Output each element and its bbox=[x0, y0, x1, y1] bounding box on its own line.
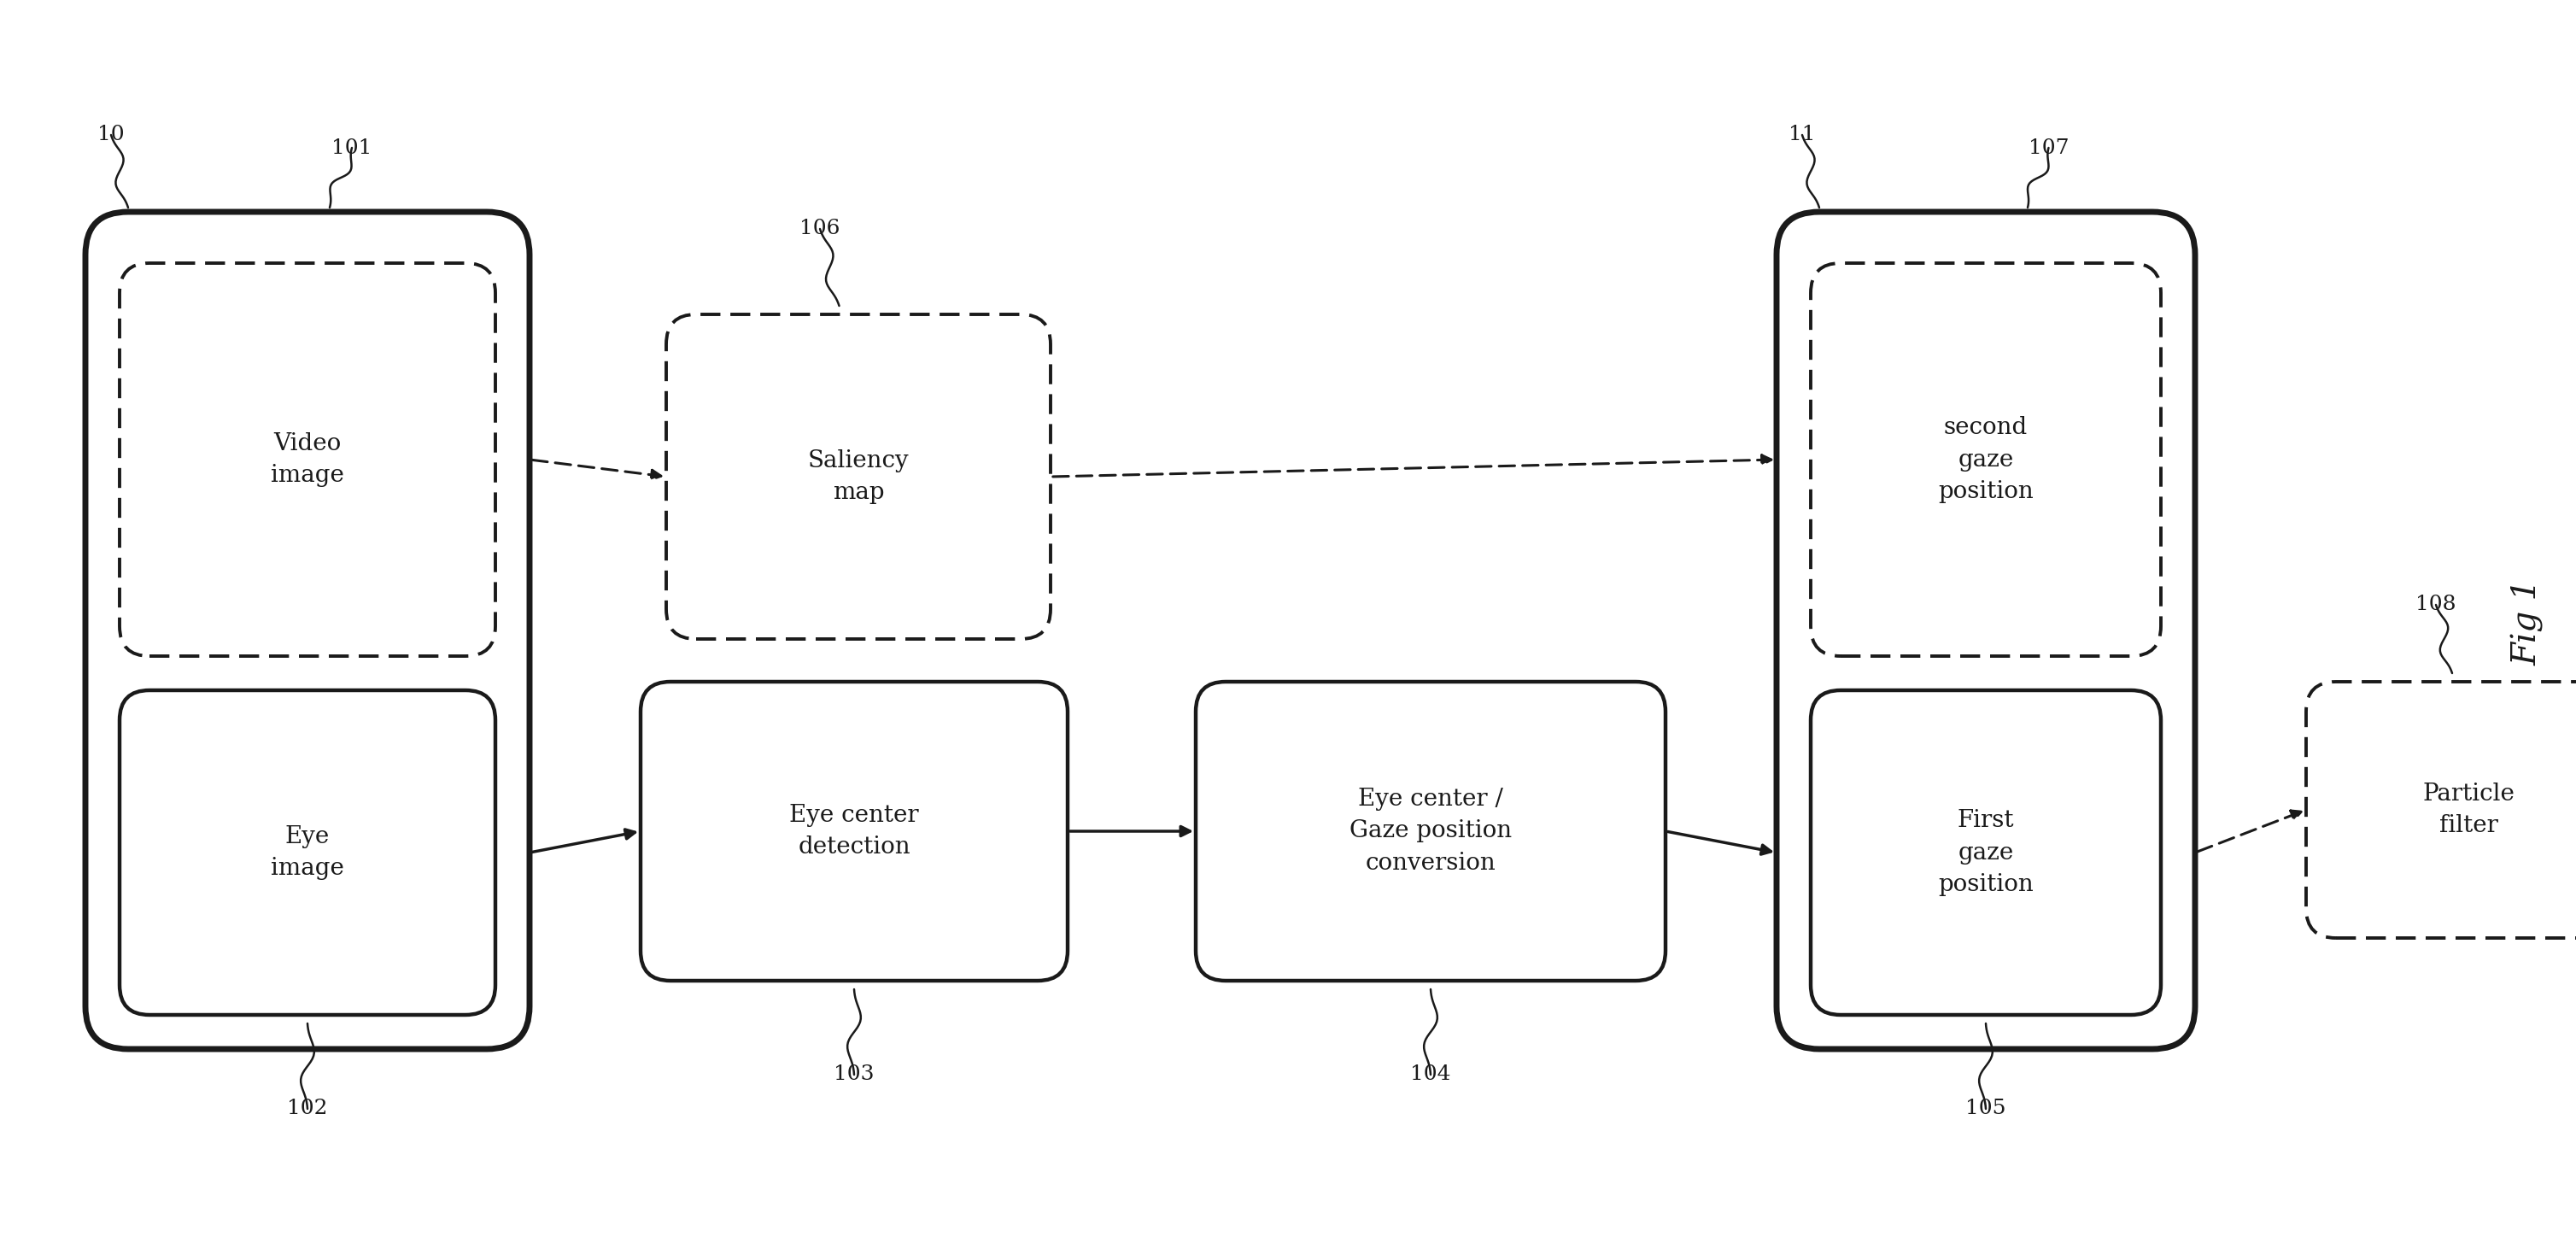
Text: 104: 104 bbox=[1409, 1065, 1450, 1085]
Text: First
gaze
position: First gaze position bbox=[1937, 809, 2032, 896]
Text: 108: 108 bbox=[2416, 595, 2455, 615]
Text: second
gaze
position: second gaze position bbox=[1937, 416, 2032, 503]
FancyBboxPatch shape bbox=[85, 212, 531, 1049]
Text: Eye center
detection: Eye center detection bbox=[788, 804, 920, 858]
Text: 105: 105 bbox=[1965, 1098, 2007, 1118]
Text: Video
image: Video image bbox=[270, 432, 345, 487]
Text: 106: 106 bbox=[799, 219, 840, 239]
FancyBboxPatch shape bbox=[641, 682, 1066, 981]
Text: Eye
image: Eye image bbox=[270, 825, 345, 880]
Text: 107: 107 bbox=[2027, 139, 2069, 157]
Text: Fig 1: Fig 1 bbox=[2512, 579, 2545, 666]
FancyBboxPatch shape bbox=[667, 314, 1051, 640]
Text: Saliency
map: Saliency map bbox=[809, 449, 909, 505]
FancyBboxPatch shape bbox=[1777, 212, 2195, 1049]
FancyBboxPatch shape bbox=[1811, 690, 2161, 1014]
Text: 103: 103 bbox=[835, 1065, 873, 1085]
Text: 11: 11 bbox=[1788, 125, 1816, 145]
Text: 10: 10 bbox=[98, 125, 124, 145]
FancyBboxPatch shape bbox=[118, 263, 495, 656]
Text: Eye center /
Gaze position
conversion: Eye center / Gaze position conversion bbox=[1350, 788, 1512, 875]
FancyBboxPatch shape bbox=[1195, 682, 1667, 981]
Text: 101: 101 bbox=[332, 139, 371, 157]
Text: Particle
filter: Particle filter bbox=[2421, 782, 2514, 837]
FancyBboxPatch shape bbox=[1811, 263, 2161, 656]
Text: 102: 102 bbox=[286, 1098, 327, 1118]
FancyBboxPatch shape bbox=[118, 690, 495, 1014]
FancyBboxPatch shape bbox=[2306, 682, 2576, 938]
